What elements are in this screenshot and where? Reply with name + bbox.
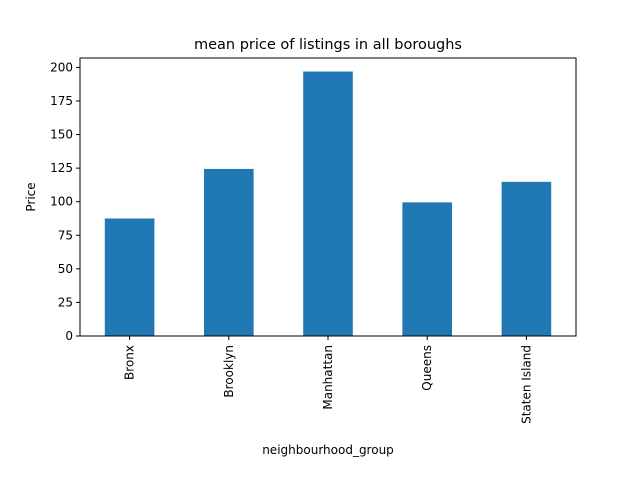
bar-brooklyn (204, 168, 254, 336)
y-tick-label: 75 (58, 228, 73, 242)
x-tick-label: Manhattan (321, 345, 335, 410)
y-tick-label: 125 (50, 161, 73, 175)
x-tick-label: Staten Island (519, 345, 533, 424)
y-tick-label: 200 (50, 60, 73, 74)
y-tick-label: 175 (50, 94, 73, 108)
x-axis-label: neighbourhood_group (262, 443, 394, 457)
x-axis-ticks: Bronx Brooklyn Manhattan Queens Staten Islan… (123, 336, 533, 424)
bar-queens (402, 202, 452, 336)
bar-manhattan (303, 71, 353, 336)
plot-frame (79, 57, 577, 337)
y-tick-label: 150 (50, 128, 73, 142)
y-tick-label: 25 (58, 295, 73, 309)
y-tick-label: 0 (65, 329, 73, 343)
y-axis-label: Price (24, 182, 38, 211)
y-tick-label: 100 (50, 195, 73, 209)
bar-staten-island (501, 181, 552, 336)
bar-bronx (104, 218, 155, 336)
x-tick-label: Bronx (123, 345, 137, 380)
y-tick-label: 50 (58, 262, 73, 276)
x-tick-label: Brooklyn (222, 345, 236, 398)
bars-group (104, 71, 552, 336)
chart-title: mean price of listings in all boroughs (194, 37, 462, 53)
x-tick-label: Queens (420, 345, 434, 391)
y-axis-ticks: 0 25 50 75 100 125 150 175 200 (50, 60, 80, 343)
